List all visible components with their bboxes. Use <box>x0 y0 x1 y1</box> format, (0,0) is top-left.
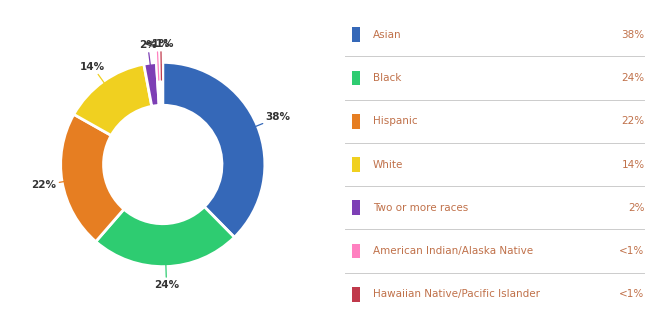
FancyBboxPatch shape <box>352 27 359 42</box>
Text: 14%: 14% <box>621 160 644 169</box>
Text: 2%: 2% <box>139 40 157 81</box>
FancyBboxPatch shape <box>352 243 359 258</box>
Text: 2%: 2% <box>628 203 644 213</box>
Wedge shape <box>156 63 161 105</box>
Text: <1%: <1% <box>144 39 171 80</box>
Text: <1%: <1% <box>148 39 174 80</box>
Text: Asian: Asian <box>372 30 401 40</box>
Text: White: White <box>372 160 403 169</box>
FancyBboxPatch shape <box>352 200 359 215</box>
Text: 24%: 24% <box>154 249 179 290</box>
Text: 38%: 38% <box>621 30 644 40</box>
Text: 38%: 38% <box>241 112 290 133</box>
Text: <1%: <1% <box>619 289 644 299</box>
Text: American Indian/Alaska Native: American Indian/Alaska Native <box>372 246 533 256</box>
Wedge shape <box>159 63 163 105</box>
Wedge shape <box>96 207 234 266</box>
FancyBboxPatch shape <box>352 287 359 302</box>
FancyBboxPatch shape <box>352 157 359 172</box>
FancyBboxPatch shape <box>352 114 359 129</box>
Text: <1%: <1% <box>619 246 644 256</box>
Wedge shape <box>163 63 265 237</box>
Text: 22%: 22% <box>31 179 79 190</box>
Text: Hawaiian Native/Pacific Islander: Hawaiian Native/Pacific Islander <box>372 289 540 299</box>
Text: Black: Black <box>372 73 401 83</box>
Wedge shape <box>61 114 124 241</box>
Wedge shape <box>74 64 152 136</box>
FancyBboxPatch shape <box>352 71 359 86</box>
Text: Two or more races: Two or more races <box>372 203 468 213</box>
Text: 24%: 24% <box>621 73 644 83</box>
Text: 14%: 14% <box>80 62 113 96</box>
Wedge shape <box>144 63 159 106</box>
Text: 22%: 22% <box>621 116 644 126</box>
Text: Hispanic: Hispanic <box>372 116 417 126</box>
